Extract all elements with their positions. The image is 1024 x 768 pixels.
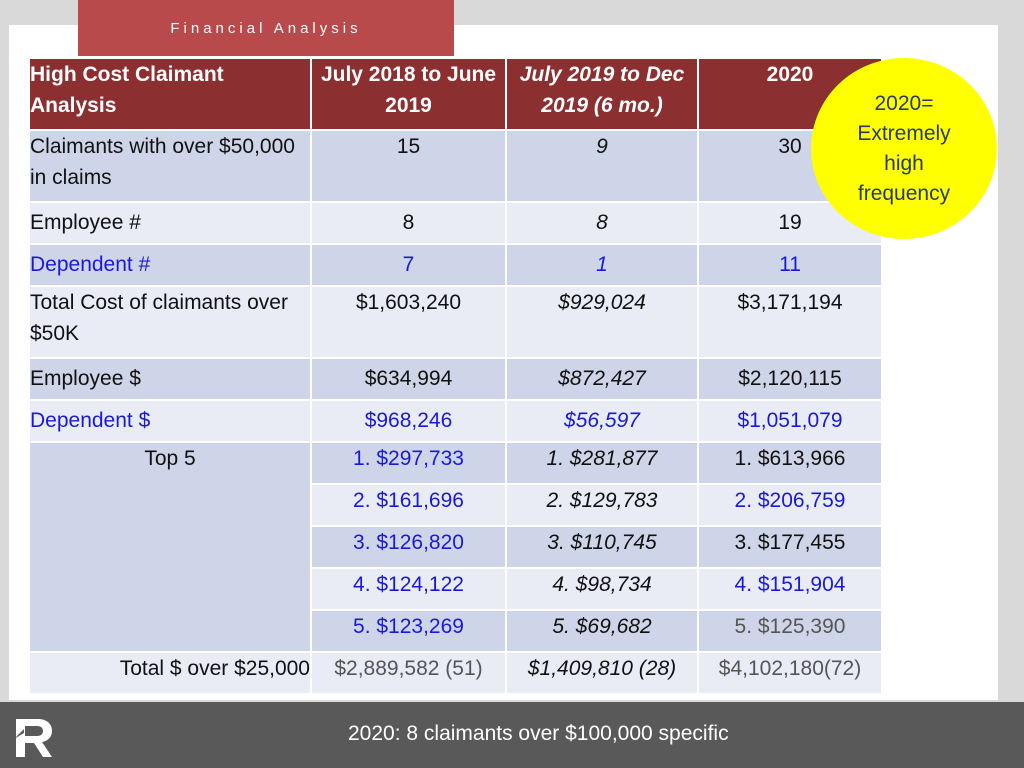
cell-value: $3,171,194 [699,287,881,357]
cell-value: 9 [507,131,697,201]
table-row: Claimants with over $50,000 in claims 15… [30,131,881,201]
cell-value: 1. $297,733 [312,443,505,483]
table-header-row: High Cost Claimant Analysis July 2018 to… [30,59,881,129]
section-title: Financial Analysis [78,0,454,56]
cell-value: $56,597 [507,401,697,441]
row-label: Employee $ [30,359,310,399]
cell-value: $1,409,810 (28) [507,653,697,693]
callout-line: Extremely [857,121,951,145]
cell-value: 11 [699,245,881,285]
table-row: Dependent $ $968,246 $56,597 $1,051,079 [30,401,881,441]
cell-value: $2,120,115 [699,359,881,399]
cell-value: 5. $123,269 [312,611,505,651]
cell-value: $4,102,180(72) [699,653,881,693]
row-label: Dependent $ [30,401,310,441]
callout-line: high [884,151,924,175]
table-row: Employee # 8 8 19 [30,203,881,243]
cell-value: 3. $110,745 [507,527,697,567]
cell-value: $872,427 [507,359,697,399]
cell-value: 5. $69,682 [507,611,697,651]
top5-label: Top 5 [30,443,310,651]
table-row: 5. $123,269 5. $69,682 5. $125,390 [30,611,881,651]
cell-value: 15 [312,131,505,201]
callout-line: 2020= [874,91,934,115]
total-label: Total $ over $25,000 [30,653,310,693]
cell-value: 7 [312,245,505,285]
cell-value: 1. $613,966 [699,443,881,483]
cell-value: $2,889,582 (51) [312,653,505,693]
cell-value: 2. $206,759 [699,485,881,525]
cell-value: $634,994 [312,359,505,399]
callout-line: frequency [857,181,951,205]
cell-value: $968,246 [312,401,505,441]
cell-value: 4. $124,122 [312,569,505,609]
cell-value: $1,603,240 [312,287,505,357]
table-row: Employee $ $634,994 $872,427 $2,120,115 [30,359,881,399]
cell-value: 8 [312,203,505,243]
table-row: Top 5 1. $297,733 1. $281,877 1. $613,96… [30,443,881,651]
header-period-2: July 2019 to Dec 2019 (6 mo.) [507,59,697,129]
cell-value: 4. $151,904 [699,569,881,609]
cell-value: 3. $126,820 [312,527,505,567]
cell-value: $1,051,079 [699,401,881,441]
cell-value: 1. $281,877 [507,443,697,483]
cell-value: 1 [507,245,697,285]
frequency-callout: 2020= Extremely high frequency [811,58,997,239]
brand-logo-icon [14,719,52,757]
claimant-table: High Cost Claimant Analysis July 2018 to… [28,57,883,695]
row-label: Employee # [30,203,310,243]
table-row: 2. $161,696 2. $129,783 2. $206,759 [30,485,881,525]
row-label: Claimants with over $50,000 in claims [30,131,310,201]
cell-value: 3. $177,455 [699,527,881,567]
header-analysis: High Cost Claimant Analysis [30,59,310,129]
footer-note: 2020: 8 claimants over $100,000 specific [348,722,729,745]
cell-value: 8 [507,203,697,243]
cell-value: 2. $129,783 [507,485,697,525]
table-row: 3. $126,820 3. $110,745 3. $177,455 [30,527,881,567]
table-row: Total $ over $25,000 $2,889,582 (51) $1,… [30,653,881,693]
row-label: Dependent # [30,245,310,285]
header-period-1: July 2018 to June 2019 [312,59,505,129]
cell-value: 2. $161,696 [312,485,505,525]
footer-bar: 2020: 8 claimants over $100,000 specific [0,702,1024,768]
cell-value: 4. $98,734 [507,569,697,609]
cell-value: 5. $125,390 [699,611,881,651]
table-row: 4. $124,122 4. $98,734 4. $151,904 [30,569,881,609]
table-row: Total Cost of claimants over $50K $1,603… [30,287,881,357]
table-row: Dependent # 7 1 11 [30,245,881,285]
cell-value: $929,024 [507,287,697,357]
row-label: Total Cost of claimants over $50K [30,287,310,357]
